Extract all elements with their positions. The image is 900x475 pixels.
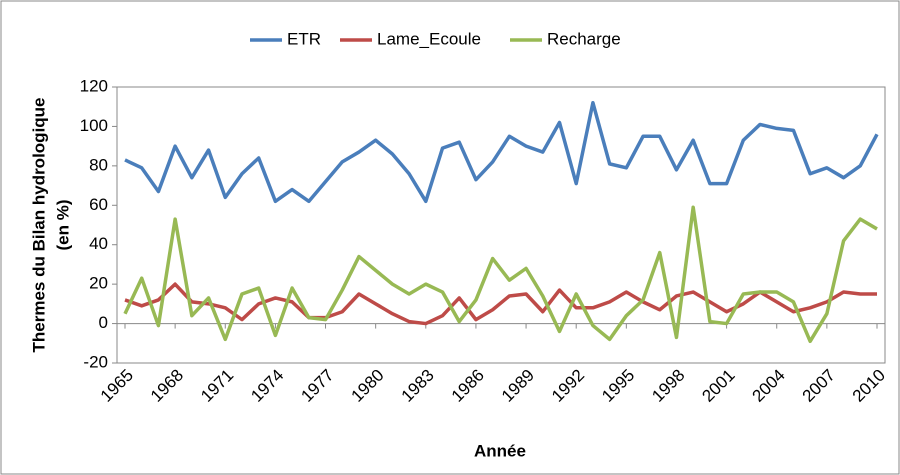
data-line [124, 101, 879, 204]
y-axis-title: Thermes du Bilan hydrologique [29, 97, 48, 352]
legend-label: Recharge [547, 29, 621, 48]
y-tick-label: 80 [89, 155, 108, 174]
y-tick-label: 40 [89, 234, 108, 253]
x-axis-title: Année [474, 441, 526, 460]
data-line [123, 205, 878, 344]
legend-label: Lame_Ecoule [377, 29, 481, 48]
y-tick-label: 100 [80, 116, 108, 135]
data-line [124, 282, 877, 326]
y-tick-label: 120 [80, 76, 108, 95]
y-tick-label: 20 [89, 274, 108, 293]
y-tick-label: 0 [99, 313, 108, 332]
y-tick-label: -20 [83, 352, 108, 371]
y-tick-label: 60 [89, 195, 108, 214]
y-axis-title: (en %) [53, 200, 72, 251]
legend-label: ETR [287, 29, 321, 48]
plot-area [116, 86, 886, 364]
